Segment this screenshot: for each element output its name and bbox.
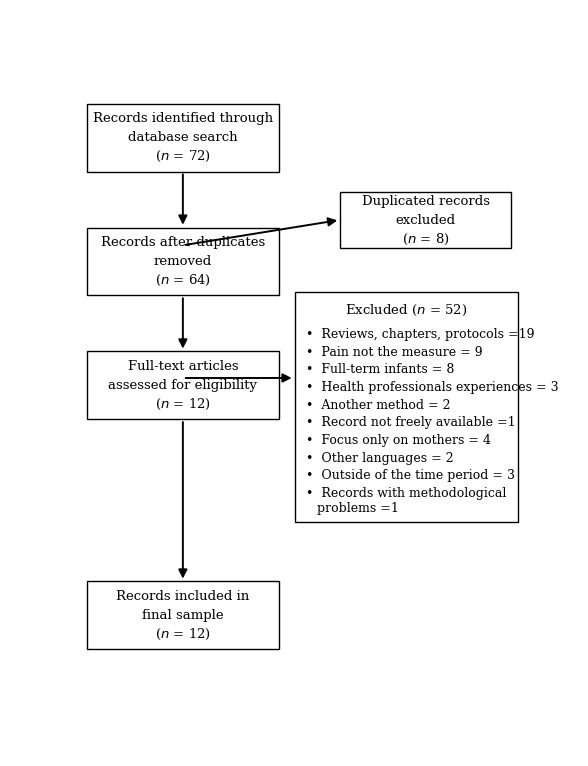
Text: Full-text articles: Full-text articles bbox=[128, 360, 238, 373]
FancyBboxPatch shape bbox=[87, 581, 279, 650]
Text: •  Pain not the measure = 9: • Pain not the measure = 9 bbox=[306, 345, 483, 358]
Text: •  Another method = 2: • Another method = 2 bbox=[306, 398, 450, 411]
Text: ($n$ = 8): ($n$ = 8) bbox=[402, 231, 449, 247]
Text: •  Health professionals experiences = 3: • Health professionals experiences = 3 bbox=[306, 381, 559, 394]
Text: removed: removed bbox=[153, 255, 212, 268]
Text: database search: database search bbox=[128, 131, 238, 144]
Text: excluded: excluded bbox=[396, 214, 456, 227]
Text: ($n$ = 12): ($n$ = 12) bbox=[155, 627, 211, 642]
FancyBboxPatch shape bbox=[87, 352, 279, 419]
Text: ($n$ = 72): ($n$ = 72) bbox=[155, 149, 211, 164]
FancyBboxPatch shape bbox=[340, 192, 511, 248]
Text: Records identified through: Records identified through bbox=[93, 113, 273, 126]
FancyBboxPatch shape bbox=[87, 228, 279, 296]
Text: •  Focus only on mothers = 4: • Focus only on mothers = 4 bbox=[306, 434, 491, 447]
Text: Excluded ($n$ = 52): Excluded ($n$ = 52) bbox=[345, 303, 467, 318]
Text: Duplicated records: Duplicated records bbox=[362, 195, 490, 208]
Text: •  Records with methodological: • Records with methodological bbox=[306, 487, 506, 500]
Text: Records included in: Records included in bbox=[116, 590, 249, 603]
FancyBboxPatch shape bbox=[295, 293, 518, 522]
Text: •  Record not freely available =1: • Record not freely available =1 bbox=[306, 417, 516, 429]
Text: •  Reviews, chapters, protocols =19: • Reviews, chapters, protocols =19 bbox=[306, 328, 534, 341]
Text: •  Other languages = 2: • Other languages = 2 bbox=[306, 452, 453, 465]
Text: ($n$ = 12): ($n$ = 12) bbox=[155, 397, 211, 412]
Text: Records after duplicates: Records after duplicates bbox=[101, 236, 265, 249]
FancyBboxPatch shape bbox=[87, 103, 279, 172]
Text: problems =1: problems =1 bbox=[318, 502, 399, 516]
Text: final sample: final sample bbox=[142, 609, 223, 622]
Text: assessed for eligibility: assessed for eligibility bbox=[108, 379, 258, 392]
Text: •  Outside of the time period = 3: • Outside of the time period = 3 bbox=[306, 470, 515, 483]
Text: ($n$ = 64): ($n$ = 64) bbox=[155, 273, 211, 288]
Text: •  Full-term infants = 8: • Full-term infants = 8 bbox=[306, 363, 455, 376]
